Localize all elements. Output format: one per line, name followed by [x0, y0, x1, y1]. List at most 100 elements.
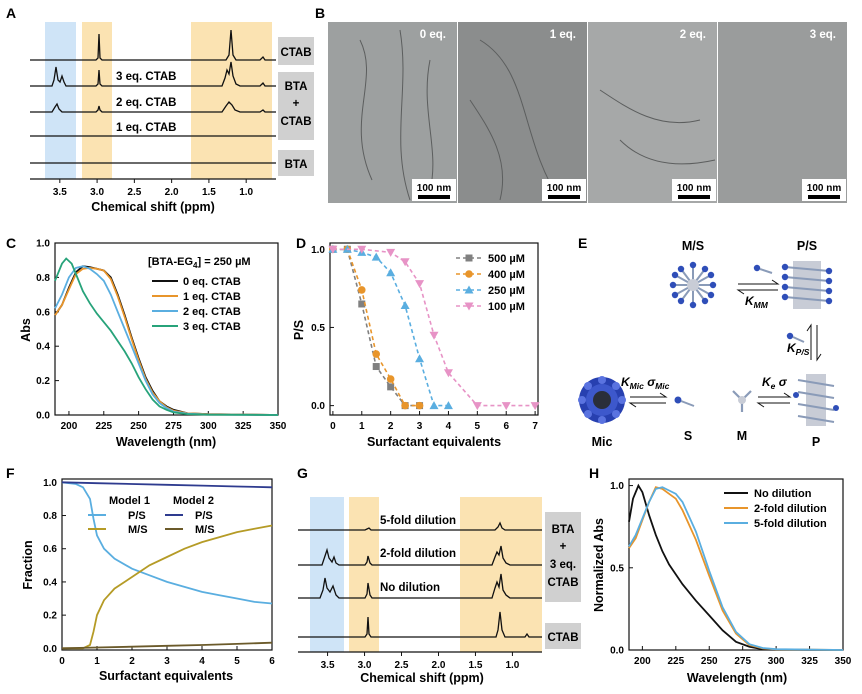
x-tick-label: 1	[94, 656, 100, 667]
y-tick-label: 1.0	[311, 245, 325, 256]
x-tick-label: 325	[801, 656, 818, 667]
y-tick-label: 0.4	[43, 577, 57, 588]
scale-bar-label: 100 nm	[417, 183, 452, 194]
panel-letter-d: D	[296, 235, 306, 251]
y-tick-label: 0.4	[36, 342, 50, 353]
scale-bar	[548, 195, 580, 199]
x-tick-label: 2.5	[395, 660, 409, 671]
x-tick-label: 2	[129, 656, 135, 667]
legend-d: 500 µM 400 µM 250 µM 100 µM	[456, 253, 525, 313]
y-tick-label: 0.0	[43, 644, 57, 655]
series-line-400 µM	[332, 248, 420, 407]
panel-b: B 0 eq. 100 nm 1 eq. 100 nm 2 eq. 100 nm 3 eq.…	[315, 5, 847, 203]
equilibrium-arrows-ke	[756, 392, 792, 408]
series-line-5-fold dilution	[628, 486, 844, 651]
y-tick-label: 0.6	[36, 307, 50, 318]
lines-f	[61, 481, 273, 650]
tem-micrograph	[588, 22, 717, 203]
label-box-mix-g	[545, 512, 581, 602]
y-tick-label: 0.5	[311, 323, 325, 334]
data-point	[443, 369, 453, 378]
legend-label: M/S	[128, 524, 148, 536]
nmr-band-yellow-wide-a	[191, 22, 272, 179]
x-tick-label: 3.5	[53, 187, 67, 198]
x-tick-label: 200	[634, 656, 651, 667]
x-axis-label-d: Surfactant equivalents	[367, 435, 501, 449]
x-tick-label: 225	[95, 421, 112, 432]
panel-letter-c: C	[6, 235, 16, 251]
x-tick-label: 1.5	[202, 187, 216, 198]
x-tick-label: 2.5	[127, 187, 141, 198]
legend-model1-f: Model 1	[109, 495, 150, 507]
nmr-band-blue-a	[45, 22, 76, 179]
spectrum-ctab-a	[30, 29, 276, 61]
data-point	[501, 402, 511, 411]
plot-frame-h	[628, 478, 844, 651]
scale-bar-label: 100 nm	[547, 183, 582, 194]
x-tick-label: 3.5	[321, 660, 335, 671]
panel-f: F 0 1 2 3 4 5 6 0.0 0.2 0.4 0.6 0.8 1.0 Model 1 Mode…	[6, 465, 275, 683]
spectrum-2fold-g	[298, 545, 542, 566]
equilibrium-arrows-kmm	[736, 279, 780, 295]
micrograph-label: 3 eq.	[810, 29, 836, 41]
constant-kmic: KMic σMic	[621, 375, 670, 391]
x-tick-label: 2.0	[432, 660, 446, 671]
legend-label: 3 eq. CTAB	[183, 321, 241, 333]
label-mix-bottom-g: CTAB	[547, 577, 578, 589]
plot-frame-d	[329, 242, 539, 416]
legend-label: 400 µM	[488, 269, 525, 281]
data-point	[357, 286, 366, 294]
data-point	[358, 300, 366, 308]
series-line-3 eq. CTAB	[54, 257, 279, 416]
x-tick-label: 350	[835, 656, 852, 667]
constant-ke: Ke σ	[762, 375, 788, 391]
data-point	[429, 401, 439, 410]
plot-frame-c	[54, 242, 279, 416]
data-point	[400, 258, 410, 267]
legend-label: 0 eq. CTAB	[183, 276, 241, 288]
x-tick-label: 3.0	[358, 660, 372, 671]
legend-label: M/S	[195, 524, 215, 536]
series-line-100 µM	[332, 248, 536, 407]
data-point	[328, 245, 338, 254]
series-line-Model 1 M/S	[62, 524, 273, 650]
fiber-strand	[479, 39, 561, 201]
scale-bar	[678, 195, 710, 199]
y-tick-label: 0.2	[36, 376, 50, 387]
legend-label: No dilution	[754, 488, 812, 500]
y-tick-label: 0.6	[43, 544, 57, 555]
fiber-strand	[426, 59, 434, 191]
legend-label: 2-fold dilution	[754, 503, 827, 515]
fiber-strand	[469, 99, 504, 201]
nmr-band-yellow-a	[82, 22, 112, 179]
series-line-2 eq. CTAB	[54, 265, 279, 416]
lines-h	[628, 483, 844, 651]
spectrum-ctab-g	[298, 611, 542, 638]
lines-c	[54, 257, 279, 416]
trace-label-a-1: 3 eq. CTAB	[116, 71, 177, 83]
equilibrium-arrows-kmic	[628, 392, 668, 408]
series-line-1 eq. CTAB	[54, 266, 279, 416]
legend-marker	[465, 254, 473, 262]
legend-label: P/S	[195, 510, 213, 522]
x-tick-label: 7	[532, 421, 538, 432]
axes-f: 0 1 2 3 4 5 6 0.0 0.2 0.4 0.6 0.8 1.0	[43, 478, 275, 667]
x-axis-label-a: Chemical shift (ppm)	[91, 200, 215, 214]
spectrum-2eq-a	[30, 101, 276, 113]
data-point	[372, 350, 381, 358]
panel-e: E M/S P/S	[578, 235, 839, 449]
x-tick-label: 275	[734, 656, 751, 667]
legend-label: 250 µM	[488, 285, 525, 297]
legend-marker	[464, 285, 474, 294]
surfactant-s-icon	[674, 396, 682, 404]
y-tick-label: 0.0	[311, 401, 325, 412]
x-tick-label: 3	[417, 421, 423, 432]
series-line-Model 1 P/S	[61, 481, 273, 605]
tem-micrograph	[328, 22, 457, 203]
x-tick-label: 300	[768, 656, 785, 667]
legend-label: 1 eq. CTAB	[183, 291, 241, 303]
y-axis-label-f: Fraction	[21, 540, 35, 589]
nmr-band-blue-g	[310, 497, 344, 652]
spectrum-3eq-a	[30, 61, 276, 87]
trace-label-g-1: 5-fold dilution	[380, 515, 456, 527]
